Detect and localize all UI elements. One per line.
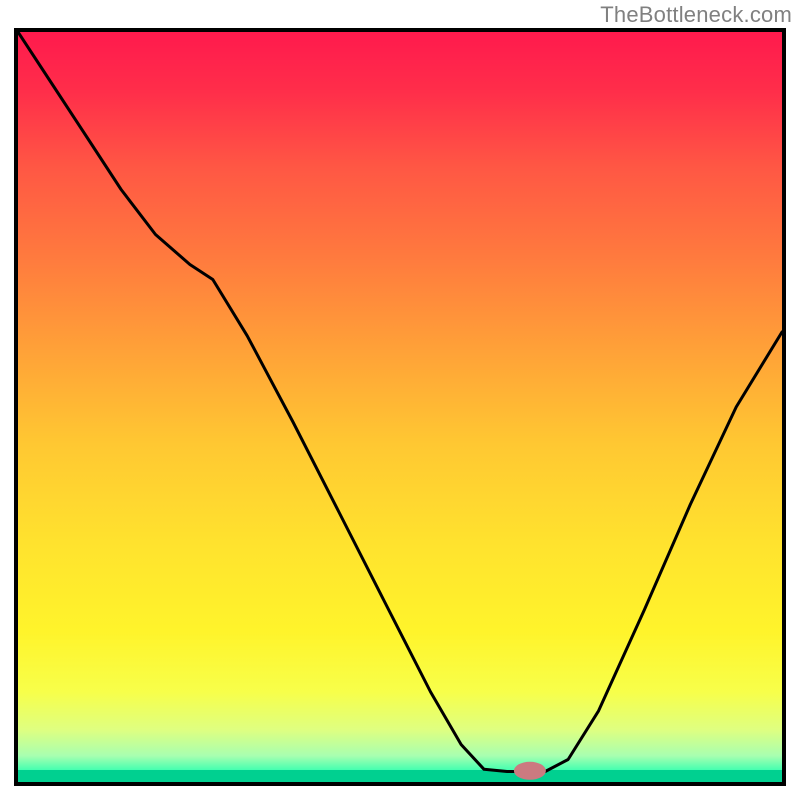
- bottleneck-curve-chart: [18, 32, 782, 782]
- chart-background: [18, 32, 782, 782]
- figure-container: TheBottleneck.com: [0, 0, 800, 800]
- watermark-text: TheBottleneck.com: [600, 2, 792, 28]
- chart-bottom-band: [18, 770, 782, 782]
- minimum-marker: [514, 762, 546, 780]
- chart-frame: [14, 28, 786, 786]
